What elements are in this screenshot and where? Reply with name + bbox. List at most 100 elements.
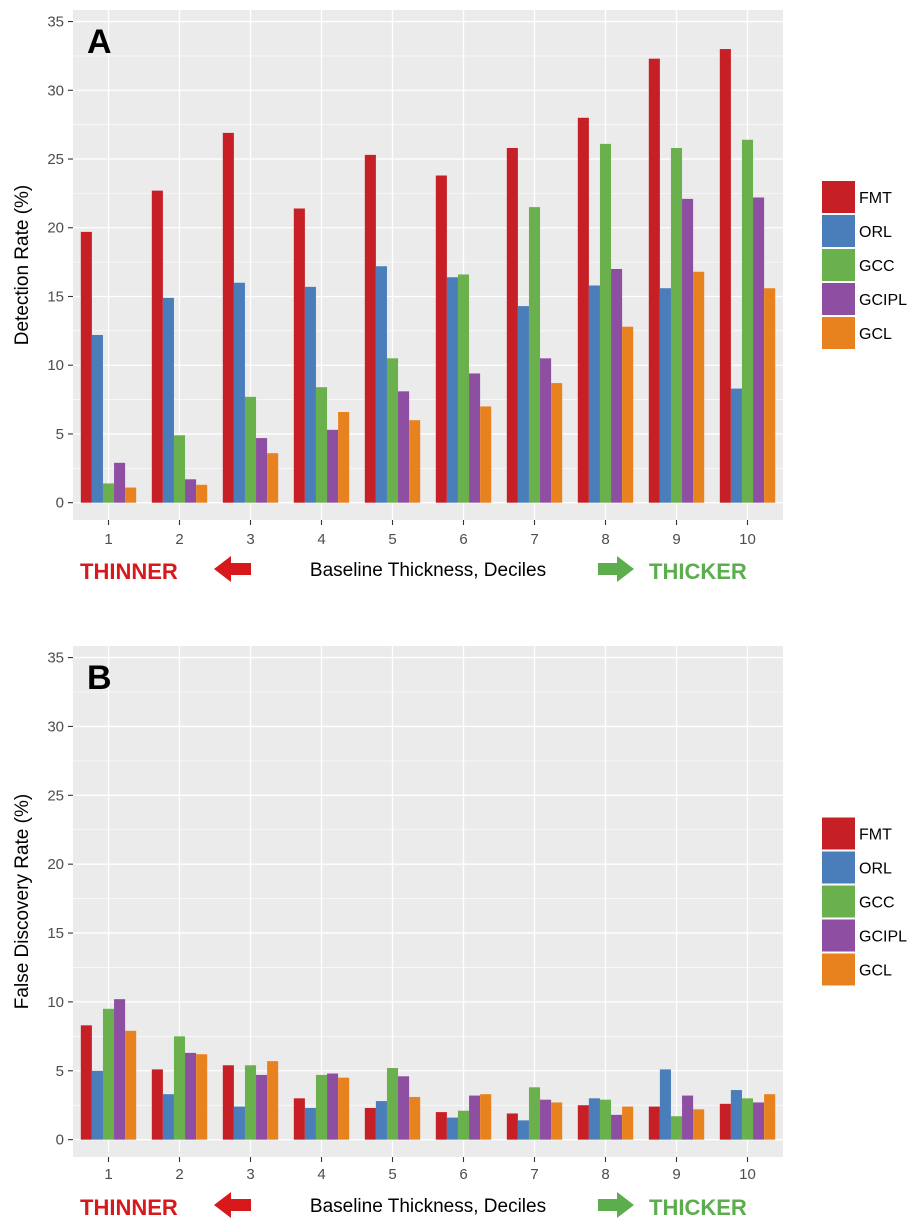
- bar-gcc-7: [528, 207, 541, 503]
- bar-gcl-6: [480, 1094, 492, 1140]
- bar-gcc-8: [599, 1099, 612, 1140]
- bar-gcc-1: [102, 1008, 115, 1140]
- legend-swatch-orl: [822, 851, 855, 884]
- thinner-arrow-icon: [214, 1192, 251, 1218]
- y-tick-label: 15: [47, 925, 64, 942]
- x-tick-label: 6: [459, 1166, 467, 1183]
- y-tick-label: 0: [56, 495, 64, 512]
- bar-orl-9: [659, 288, 671, 503]
- bar-gcipl-6: [469, 373, 481, 503]
- bar-gcc-1: [102, 483, 115, 503]
- y-tick-label: 25: [47, 151, 64, 168]
- bar-gcl-3: [267, 1061, 279, 1140]
- x-tick-label: 10: [739, 1166, 756, 1183]
- bar-gcipl-1: [114, 999, 126, 1140]
- x-tick-label: 10: [739, 531, 756, 548]
- legend-label-fmt: FMT: [859, 827, 892, 844]
- x-tick-label: 2: [175, 531, 183, 548]
- x-tick-label: 9: [672, 531, 680, 548]
- bar-gcipl-5: [398, 1076, 410, 1140]
- bar-gcl-5: [409, 420, 421, 503]
- bar-gcl-7: [551, 1102, 563, 1140]
- legend-label-gcipl: GCIPL: [859, 292, 907, 309]
- panel-letter: A: [87, 23, 112, 61]
- bar-gcc-9: [670, 1116, 683, 1140]
- bar-orl-4: [304, 286, 316, 503]
- thicker-arrow-icon: [598, 556, 634, 582]
- y-tick-label: 0: [56, 1132, 64, 1149]
- bar-gcipl-10: [753, 197, 765, 503]
- bar-orl-10: [730, 388, 742, 503]
- bar-gcl-3: [267, 453, 279, 503]
- x-tick-label: 7: [530, 531, 538, 548]
- bar-orl-3: [233, 1106, 245, 1140]
- bar-gcipl-4: [327, 1073, 339, 1140]
- x-tick-label: 1: [104, 1166, 112, 1183]
- bar-gcl-5: [409, 1096, 421, 1140]
- y-tick-label: 25: [47, 787, 64, 804]
- legend-swatch-fmt: [822, 817, 855, 850]
- legend-swatch-fmt: [822, 181, 855, 213]
- bar-gcipl-2: [185, 479, 197, 503]
- bar-orl-2: [162, 297, 174, 503]
- y-tick-label: 30: [47, 718, 64, 735]
- bar-gcipl-6: [469, 1095, 481, 1140]
- bar-gcl-1: [125, 1030, 137, 1140]
- panel-letter: B: [87, 659, 112, 697]
- legend-label-gcipl: GCIPL: [859, 929, 907, 946]
- bar-gcc-4: [315, 1074, 328, 1140]
- x-axis-title: Baseline Thickness, Deciles: [310, 1196, 546, 1217]
- bar-gcc-3: [244, 1065, 257, 1140]
- bar-gcc-9: [670, 148, 683, 503]
- bar-orl-4: [304, 1107, 316, 1140]
- legend-label-gcc: GCC: [859, 895, 895, 912]
- legend-label-orl: ORL: [859, 861, 892, 878]
- bar-orl-10: [730, 1090, 742, 1140]
- bar-gcipl-5: [398, 391, 410, 503]
- bar-orl-1: [91, 334, 103, 503]
- bar-orl-7: [517, 306, 529, 503]
- bar-fmt-6: [435, 1112, 447, 1140]
- bar-fmt-6: [435, 175, 447, 503]
- bar-gcipl-9: [682, 1095, 694, 1140]
- y-tick-label: 35: [47, 14, 64, 31]
- thinner-arrow-icon: [214, 556, 251, 582]
- bar-gcc-6: [457, 1110, 470, 1140]
- bar-gcl-8: [622, 1106, 634, 1140]
- thinner-label: THINNER: [80, 559, 178, 584]
- x-tick-label: 8: [601, 1166, 609, 1183]
- bar-gcipl-8: [611, 1114, 623, 1140]
- x-tick-label: 3: [246, 531, 254, 548]
- thicker-arrow-icon: [598, 1192, 634, 1218]
- bar-gcipl-9: [682, 198, 694, 503]
- legend-label-gcl: GCL: [859, 326, 892, 343]
- y-tick-label: 10: [47, 994, 64, 1011]
- bar-fmt-10: [719, 1103, 731, 1140]
- y-tick-label: 20: [47, 856, 64, 873]
- bar-orl-5: [375, 266, 387, 503]
- y-tick-label: 5: [56, 1063, 64, 1080]
- x-tick-label: 2: [175, 1166, 183, 1183]
- legend-swatch-gcc: [822, 249, 855, 281]
- bar-orl-8: [588, 1098, 600, 1140]
- bar-fmt-5: [364, 154, 376, 503]
- bar-gcc-10: [741, 1098, 754, 1140]
- bar-fmt-7: [506, 148, 518, 503]
- bar-gcipl-7: [540, 1099, 552, 1140]
- x-tick-label: 5: [388, 1166, 396, 1183]
- x-tick-label: 9: [672, 1166, 680, 1183]
- bar-fmt-9: [648, 58, 660, 503]
- y-tick-label: 15: [47, 288, 64, 305]
- bar-fmt-1: [80, 231, 92, 503]
- x-tick-label: 5: [388, 531, 396, 548]
- bar-gcl-1: [125, 487, 137, 503]
- bar-fmt-4: [293, 1098, 305, 1140]
- bar-gcl-9: [693, 1109, 705, 1140]
- thicker-label: THICKER: [649, 1195, 747, 1220]
- bar-gcl-10: [764, 1094, 776, 1140]
- bar-orl-6: [446, 277, 458, 503]
- thinner-label: THINNER: [80, 1195, 178, 1220]
- bar-gcc-3: [244, 396, 257, 503]
- bar-gcl-6: [480, 406, 492, 503]
